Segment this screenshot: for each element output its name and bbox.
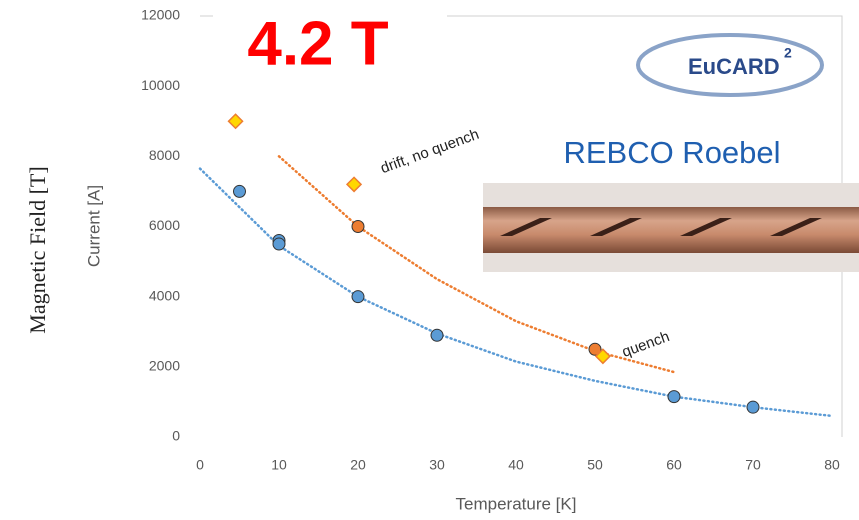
photo-caption: REBCO Roebel (563, 135, 780, 170)
x-tick-label: 70 (745, 457, 761, 473)
y-tick-label: 0 (172, 428, 180, 444)
chart: 0 2000 4000 6000 8000 10000 12000 0 10 20 30 40 50 60… (0, 0, 859, 520)
page: {"chart_data": { "type": "scatter", "tit… (0, 0, 859, 520)
x-tick-label: 40 (508, 457, 524, 473)
x-tick-label: 10 (271, 457, 287, 473)
y-tick-label: 6000 (149, 217, 180, 233)
data-point (234, 185, 246, 197)
y-axis-label: Current [A] (84, 185, 103, 267)
data-point (347, 177, 361, 191)
data-point (431, 329, 443, 341)
annotation: drift, no quench (378, 126, 481, 177)
logo-superscript: 2 (784, 45, 792, 61)
y-tick-label: 10000 (141, 77, 180, 93)
outer-axis-label: Magnetic Field [T] (25, 166, 50, 333)
x-tick-label: 30 (429, 457, 445, 473)
cable-strip (483, 207, 859, 253)
data-point (668, 391, 680, 403)
y-tick-label: 4000 (149, 287, 180, 303)
x-tick-label: 60 (666, 457, 682, 473)
logo: EuCARD 2 (638, 35, 822, 95)
x-tick-label: 0 (196, 457, 204, 473)
data-point (352, 291, 364, 303)
data-point (747, 401, 759, 413)
x-tick-label: 20 (350, 457, 366, 473)
y-tick-label: 8000 (149, 147, 180, 163)
x-axis-label: Temperature [K] (456, 494, 577, 513)
y-tick-label: 2000 (149, 358, 180, 374)
x-tick-label: 50 (587, 457, 603, 473)
chart-title: 4.2 T (247, 9, 388, 78)
cable-photo (483, 183, 859, 272)
data-point (273, 238, 285, 250)
data-point (352, 221, 364, 233)
data-point (229, 114, 243, 128)
logo-text: EuCARD (688, 54, 780, 79)
y-tick-label: 12000 (141, 7, 180, 23)
x-tick-label: 80 (824, 457, 840, 473)
annotation: quench (620, 328, 672, 361)
